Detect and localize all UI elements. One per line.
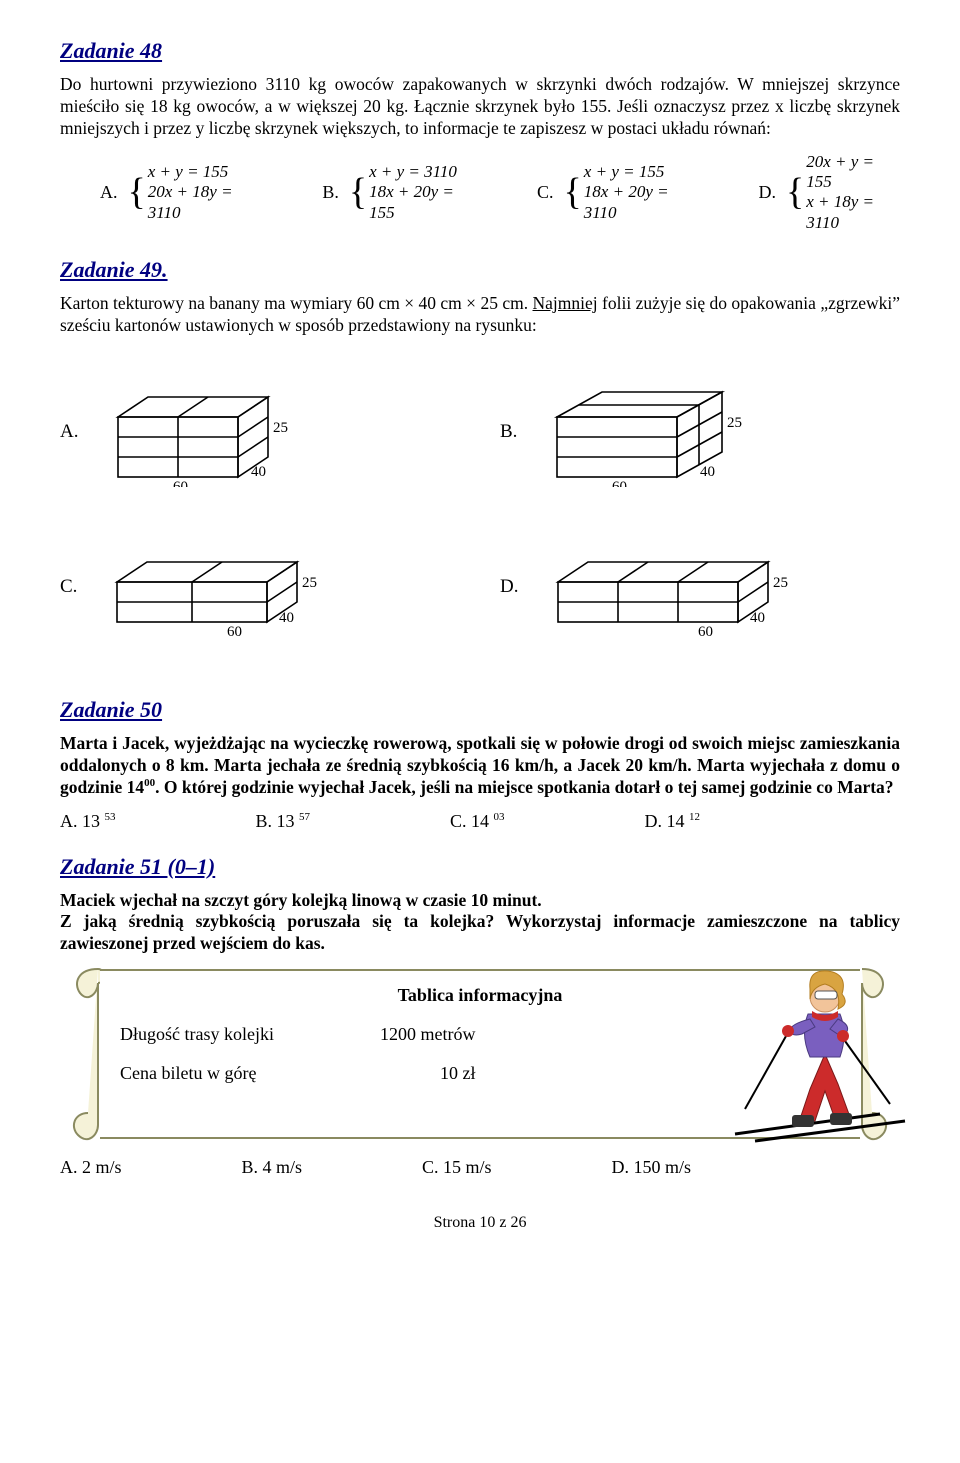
z50-option-d: D. 14 12 <box>645 811 701 832</box>
opt-sup: 53 <box>105 811 116 823</box>
z51-options: A. 2 m/s B. 4 m/s C. 15 m/s D. 150 m/s <box>60 1157 900 1178</box>
z48-option-b: B. { x + y = 3110 18x + 20y = 155 <box>322 162 472 223</box>
z50-options: A. 13 53 B. 13 57 C. 14 03 D. 14 12 <box>60 811 900 832</box>
eq-line: 18x + 20y = 3110 <box>584 182 694 223</box>
opt-sup: 12 <box>689 811 700 823</box>
z51-line2: Z jaką średnią szybkością poruszała się … <box>60 911 900 953</box>
figure-label: A. <box>60 421 78 443</box>
dim-label: 25 <box>273 420 288 436</box>
option-label: A. <box>100 182 118 203</box>
eq-line: x + 18y = 3110 <box>806 192 900 233</box>
eq-line: 18x + 20y = 155 <box>369 182 472 223</box>
z49-figure-c: C. 60 40 25 <box>60 537 460 637</box>
option-label: C. <box>537 182 554 203</box>
option-label: D. <box>758 182 776 203</box>
dim-label: 40 <box>750 610 765 626</box>
figure-label: C. <box>60 576 77 598</box>
z48-option-d: D. { 20x + y = 155 x + 18y = 3110 <box>758 152 900 234</box>
heading-z49: Zadanie 49. <box>60 257 900 283</box>
dim-label: 40 <box>279 610 294 626</box>
dim-label: 60 <box>698 624 713 637</box>
brace-icon: { <box>128 173 146 211</box>
z48-text: Do hurtowni przywieziono 3110 kg owoców … <box>60 74 900 140</box>
brace-icon: { <box>349 173 367 211</box>
eq-line: x + y = 155 <box>148 162 258 182</box>
box-diagram-icon: 60 40 25 <box>548 537 808 637</box>
box-diagram-icon: 60 40 25 <box>107 537 337 637</box>
z49-text: Karton tekturowy na banany ma wymiary 60… <box>60 293 900 337</box>
figure-label: D. <box>500 576 518 598</box>
z50-sup: 00 <box>144 777 155 789</box>
opt-label: C. 14 <box>450 811 494 831</box>
info-label: Cena biletu w górę <box>120 1063 380 1084</box>
eq-line: x + y = 155 <box>584 162 694 182</box>
z50-option-b: B. 13 57 <box>256 811 311 832</box>
equation-system: { x + y = 155 18x + 20y = 3110 <box>564 162 694 223</box>
heading-z48: Zadanie 48 <box>60 38 900 64</box>
info-value: 10 zł <box>440 1063 476 1084</box>
eq-line: 20x + y = 155 <box>806 152 900 193</box>
brace-icon: { <box>564 173 582 211</box>
dim-label: 25 <box>773 575 788 591</box>
info-value: 1200 metrów <box>380 1024 475 1045</box>
z48-option-a: A. { x + y = 155 20x + 18y = 3110 <box>100 162 257 223</box>
skier-icon <box>730 959 920 1149</box>
dim-label: 40 <box>251 464 266 480</box>
z48-option-c: C. { x + y = 155 18x + 20y = 3110 <box>537 162 693 223</box>
z51-option-d: D. 150 m/s <box>612 1157 692 1178</box>
heading-z51: Zadanie 51 (0–1) <box>60 854 900 880</box>
opt-label: B. 13 <box>256 811 300 831</box>
dim-label: 60 <box>612 479 627 487</box>
dim-label: 25 <box>302 575 317 591</box>
z49-figure-b: B. 60 40 25 <box>500 377 900 487</box>
equation-system: { 20x + y = 155 x + 18y = 3110 <box>786 152 900 234</box>
eq-line: x + y = 3110 <box>369 162 472 182</box>
z49-figure-d: D. 60 40 25 <box>500 537 900 637</box>
box-diagram-icon: 60 40 25 <box>108 377 318 487</box>
info-label: Długość trasy kolejki <box>120 1024 380 1045</box>
z50-text: Marta i Jacek, wyjeżdżając na wycieczkę … <box>60 733 900 799</box>
page-footer: Strona 10 z 26 <box>60 1214 900 1232</box>
dim-label: 40 <box>700 464 715 480</box>
figure-label: B. <box>500 421 517 443</box>
info-panel: Tablica informacyjna Długość trasy kolej… <box>60 969 900 1139</box>
z50-option-c: C. 14 03 <box>450 811 505 832</box>
z49-figures: A. 60 40 25 <box>60 377 900 637</box>
z48-options: A. { x + y = 155 20x + 18y = 3110 B. { x… <box>100 152 900 234</box>
eq-line: 20x + 18y = 3110 <box>148 182 258 223</box>
dim-label: 25 <box>727 415 742 431</box>
z51-text: Maciek wjechał na szczyt góry kolejką li… <box>60 890 900 956</box>
z50-text-tail: . O której godzinie wyjechał Jacek, jeśl… <box>155 777 893 797</box>
option-label: B. <box>322 182 339 203</box>
opt-sup: 03 <box>494 811 505 823</box>
z51-option-a: A. 2 m/s <box>60 1157 122 1178</box>
heading-z50: Zadanie 50 <box>60 697 900 723</box>
z51-option-b: B. 4 m/s <box>242 1157 303 1178</box>
dim-label: 60 <box>227 624 242 637</box>
z51-option-c: C. 15 m/s <box>422 1157 492 1178</box>
equation-system: { x + y = 3110 18x + 20y = 155 <box>349 162 472 223</box>
z50-option-a: A. 13 53 <box>60 811 116 832</box>
dim-label: 60 <box>173 479 188 487</box>
opt-label: D. 14 <box>645 811 690 831</box>
box-diagram-icon: 60 40 25 <box>547 377 777 487</box>
z51-line1: Maciek wjechał na szczyt góry kolejką li… <box>60 890 542 910</box>
page: Zadanie 48 Do hurtowni przywieziono 3110… <box>0 0 960 1272</box>
z49-figure-a: A. 60 40 25 <box>60 377 460 487</box>
opt-sup: 57 <box>299 811 310 823</box>
equation-system: { x + y = 155 20x + 18y = 3110 <box>128 162 258 223</box>
opt-label: A. 13 <box>60 811 105 831</box>
brace-icon: { <box>786 173 804 211</box>
